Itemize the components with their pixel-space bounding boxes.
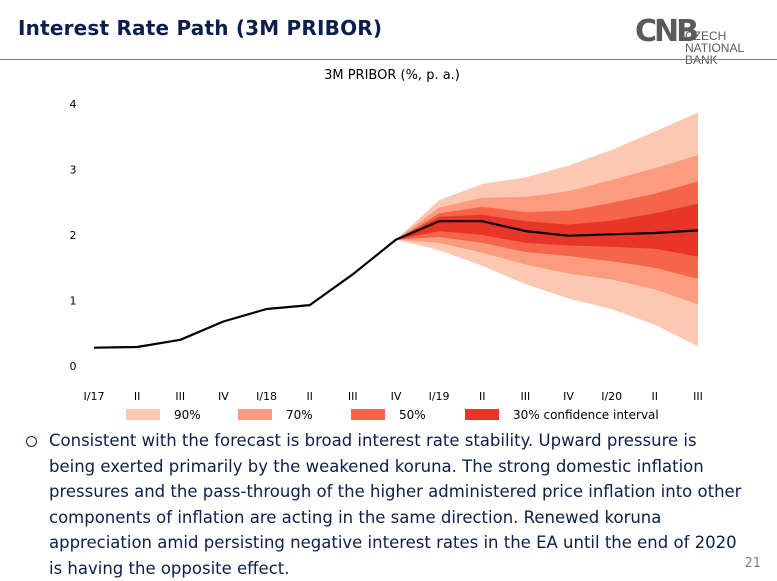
legend-swatch	[465, 409, 499, 420]
confidence-bands	[396, 112, 698, 347]
slide-title: Interest Rate Path (3M PRIBOR)	[18, 16, 383, 40]
cnb-logo: CNB CZECH NATIONAL BANK	[635, 14, 757, 66]
legend-label: 70%	[286, 408, 313, 422]
x-tick-label: II	[134, 390, 141, 403]
legend-label: 90%	[174, 408, 201, 422]
x-tick-label: IV	[563, 390, 574, 403]
x-tick-label: I/18	[256, 390, 277, 403]
x-tick-label: III	[693, 390, 703, 403]
y-axis-ticks: 0 1 2 3 4	[70, 98, 77, 373]
x-tick-label: IV	[391, 390, 402, 403]
legend-label: 50%	[399, 408, 426, 422]
chart-title: 3M PRIBOR (%, p. a.)	[324, 68, 460, 83]
y-tick-label: 1	[70, 295, 77, 308]
central-path-line	[93, 220, 699, 349]
x-tick-label: III	[521, 390, 531, 403]
x-tick-label: IV	[218, 390, 229, 403]
bullet-text: Consistent with the forecast is broad in…	[49, 431, 742, 578]
x-axis-ticks: I/17 II III IV I/18 II III IV I/19 II III IV I/20 II I…	[84, 390, 703, 403]
x-tick-label: III	[348, 390, 358, 403]
y-tick-label: 0	[70, 360, 77, 373]
y-tick-label: 4	[70, 98, 77, 111]
central-path	[93, 220, 699, 349]
legend-swatch	[351, 409, 385, 420]
cnb-logo-text: CZECH NATIONAL BANK	[685, 30, 757, 66]
x-tick-label: I/17	[84, 390, 105, 403]
legend-swatch	[238, 409, 272, 420]
cnb-logo-line1: CZECH	[685, 29, 727, 43]
x-tick-label: II	[306, 390, 313, 403]
bullet-point: Consistent with the forecast is broad in…	[26, 428, 746, 581]
legend-swatch	[126, 409, 160, 420]
title-divider	[0, 59, 777, 60]
cnb-logo-line2: NATIONAL BANK	[685, 41, 744, 67]
y-tick-label: 2	[70, 229, 77, 242]
band-3	[396, 203, 698, 257]
x-tick-label: III	[175, 390, 185, 403]
x-tick-label: II	[479, 390, 486, 403]
x-tick-label: I/19	[429, 390, 450, 403]
x-tick-label: I/20	[601, 390, 622, 403]
x-tick-label: II	[652, 390, 659, 403]
bullet-circle-icon	[26, 436, 37, 447]
legend: 90% 70% 50% 30% confidence interval	[126, 408, 659, 422]
page-number: 21	[744, 556, 761, 571]
cnb-logo-mark: CNB	[635, 14, 699, 49]
legend-label: 30% confidence interval	[513, 408, 659, 422]
y-tick-label: 3	[70, 164, 77, 177]
